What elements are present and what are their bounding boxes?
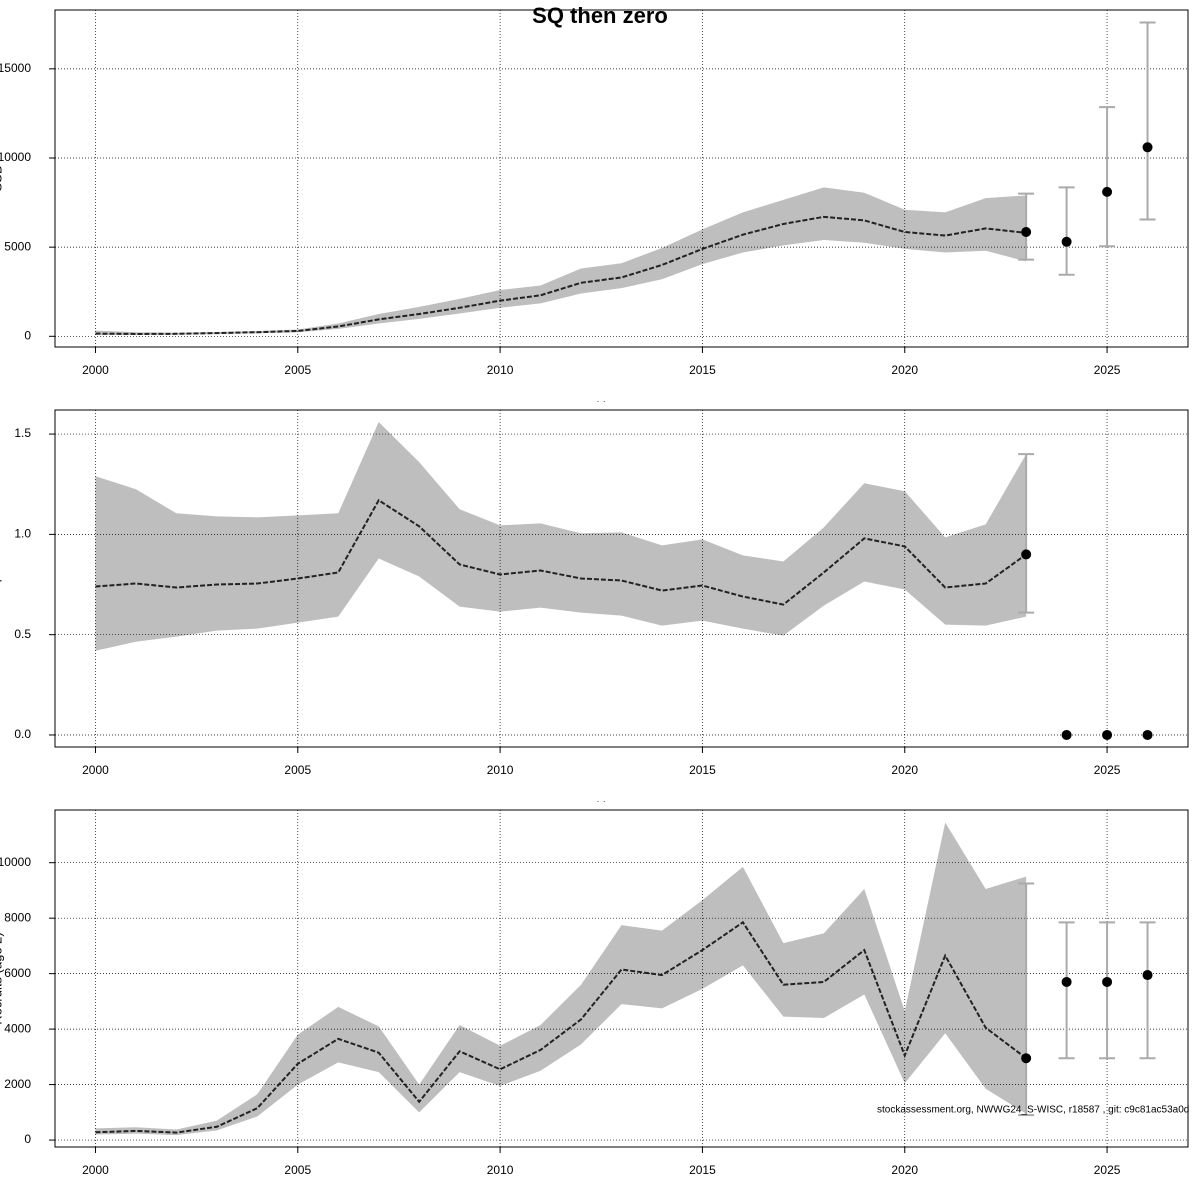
forecast-point — [1142, 729, 1153, 740]
y-tick-label: 0.0 — [14, 727, 31, 741]
x-tick-label: 2000 — [82, 1163, 109, 1177]
forecast-point — [1102, 186, 1113, 197]
estimate-line — [95, 920, 1027, 1134]
forecast-point — [1102, 729, 1113, 740]
estimate-line — [95, 498, 1027, 606]
x-axis-label: Year — [597, 1198, 624, 1200]
x-tick-label: 2020 — [891, 363, 918, 377]
x-tick-label: 2005 — [284, 363, 311, 377]
panel-background — [0, 2, 1200, 347]
x-tick-label: 2025 — [1094, 763, 1121, 777]
forecast-point — [1021, 226, 1032, 237]
confidence-band — [95, 187, 1027, 336]
y-tick-label: 8000 — [4, 910, 31, 924]
forecast-point — [1142, 970, 1153, 981]
y-tick-label: 5000 — [4, 239, 31, 253]
y-tick-label: 0 — [24, 1132, 31, 1146]
x-tick-label: 2005 — [284, 1163, 311, 1177]
plot-frame — [54, 9, 1189, 348]
plot-frame — [54, 409, 1189, 748]
confidence-band — [95, 422, 1027, 651]
y-axis-label: Recruits (age 2) — [0, 932, 4, 1024]
y-tick-label: 4000 — [4, 1021, 31, 1035]
x-tick-label: 2010 — [487, 363, 514, 377]
plot-frame — [54, 809, 1189, 1148]
estimate-line — [95, 215, 1027, 335]
x-tick-label: 2020 — [891, 1163, 918, 1177]
y-tick-label: 15000 — [0, 61, 31, 75]
x-tick-label: 2010 — [487, 763, 514, 777]
x-tick-label: 2000 — [82, 763, 109, 777]
y-tick-label: 0.5 — [14, 627, 31, 641]
x-tick-label: 2020 — [891, 763, 918, 777]
forecast-point — [1102, 976, 1113, 987]
forecast-point — [1021, 1053, 1032, 1064]
chart-title: SQ then zero — [532, 3, 668, 28]
forecast-point — [1061, 236, 1072, 247]
y-tick-label: 0 — [24, 328, 31, 342]
y-tick-label: 2000 — [4, 1077, 31, 1091]
footnote: stockassessment.org, NWWG24_S-WISC, r185… — [877, 1105, 1189, 1116]
forecast-point — [1061, 729, 1072, 740]
forecast-point — [1142, 142, 1153, 153]
y-tick-label: 1.5 — [14, 426, 31, 440]
x-tick-label: 2015 — [689, 1163, 716, 1177]
y-tick-label: 6000 — [4, 966, 31, 980]
x-tick-label: 2010 — [487, 1163, 514, 1177]
y-tick-label: 10000 — [0, 150, 31, 164]
forecast-point — [1021, 549, 1032, 560]
x-tick-label: 2005 — [284, 763, 311, 777]
x-tick-label: 2000 — [82, 363, 109, 377]
y-tick-label: 1.0 — [14, 527, 31, 541]
confidence-band — [95, 822, 1027, 1136]
y-tick-label: 10000 — [0, 855, 31, 869]
x-tick-label: 2015 — [689, 763, 716, 777]
y-axis-label: F — [0, 574, 4, 582]
y-axis-label: SSB — [0, 165, 4, 191]
x-tick-label: 2025 — [1094, 363, 1121, 377]
x-tick-label: 2015 — [689, 363, 716, 377]
forecast-point — [1061, 976, 1072, 987]
x-tick-label: 2025 — [1094, 1163, 1121, 1177]
